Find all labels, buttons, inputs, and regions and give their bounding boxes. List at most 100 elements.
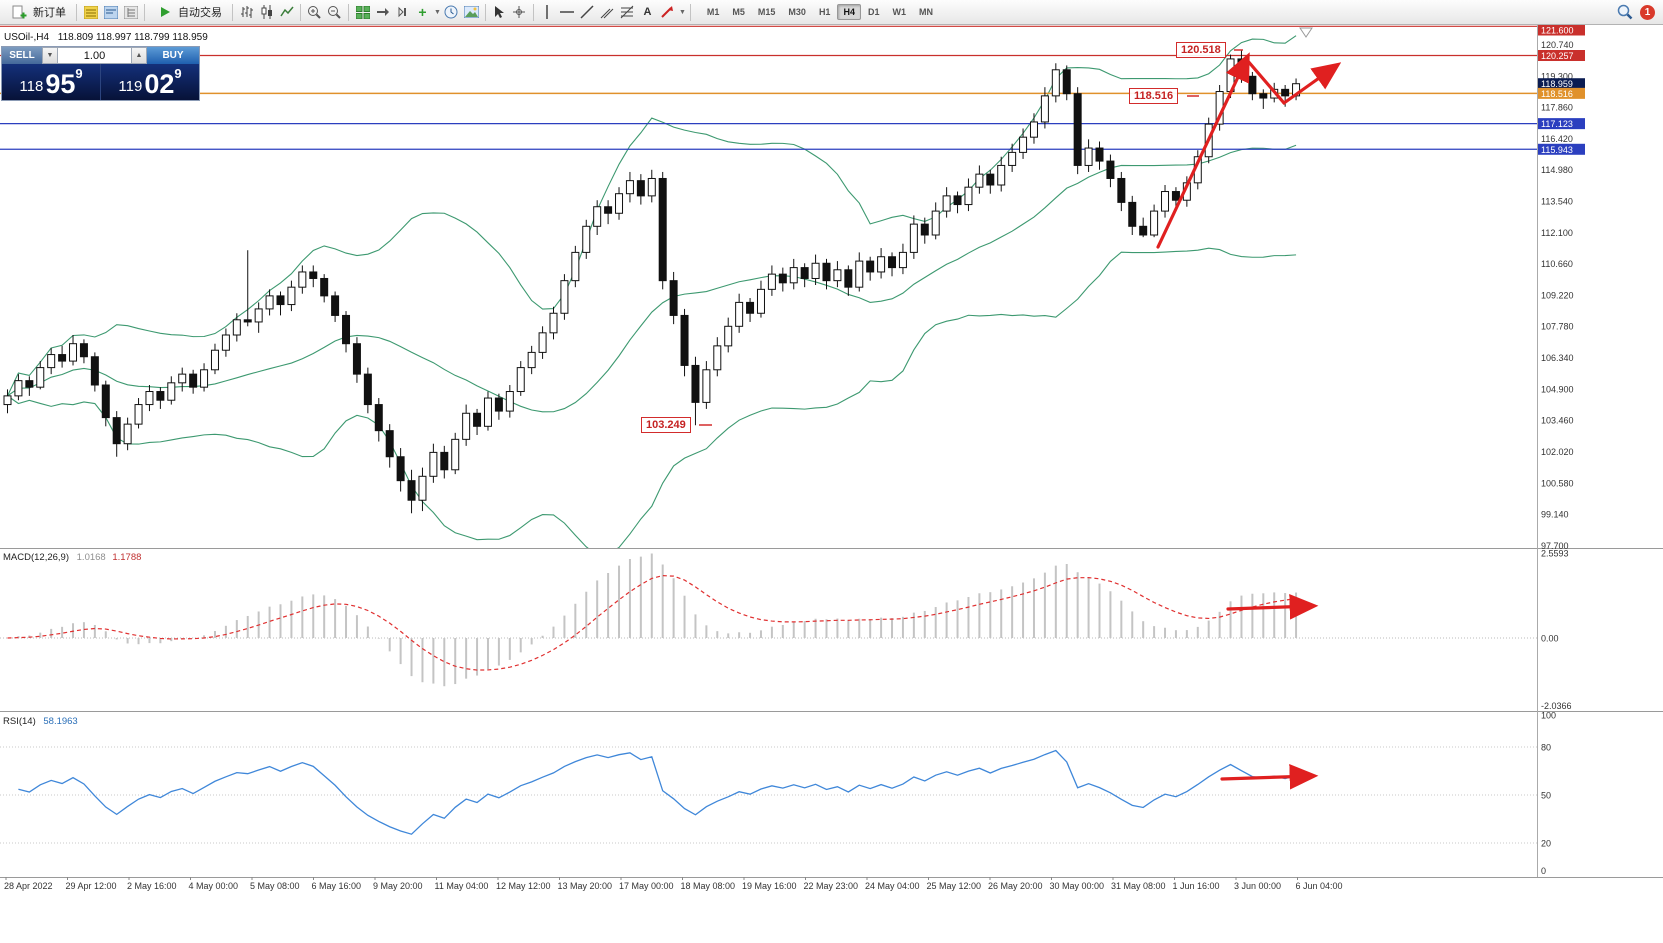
candle xyxy=(625,171,634,203)
candle xyxy=(746,298,755,322)
horizontal-line-tool-icon[interactable] xyxy=(558,3,577,21)
trend-arrow[interactable] xyxy=(1220,763,1319,790)
rsi-axis-label: 20 xyxy=(1541,839,1551,849)
candle xyxy=(1259,89,1268,109)
candle xyxy=(538,326,547,359)
indicators-icon[interactable]: + xyxy=(413,3,432,21)
candle xyxy=(3,389,12,414)
price-annotation-box[interactable]: 120.518 xyxy=(1176,42,1226,58)
ask-prefix: 119 xyxy=(118,78,143,95)
price-annotation-box[interactable]: 103.249 xyxy=(641,417,691,433)
candle xyxy=(451,432,460,475)
time-axis[interactable]: 28 Apr 2022 29 Apr 12:00 2 May 16:00 4 May … xyxy=(4,877,1343,891)
candle xyxy=(189,369,198,394)
clock-icon[interactable] xyxy=(442,3,461,21)
candle xyxy=(418,467,427,512)
price-axis-label: 109.220 xyxy=(1541,290,1574,300)
candle xyxy=(1062,65,1071,101)
arrows-tool-caret-icon[interactable]: ▼ xyxy=(678,8,686,16)
candle xyxy=(36,361,45,390)
fibonacci-tool-icon[interactable] xyxy=(618,3,637,21)
autotrading-button[interactable]: 自动交易 xyxy=(149,1,228,23)
auto-scroll-icon[interactable] xyxy=(373,3,392,21)
timeframe-button-MN[interactable]: MN xyxy=(918,7,933,17)
navigator-icon[interactable] xyxy=(121,3,140,21)
timeframe-button-W1[interactable]: W1 xyxy=(892,7,906,17)
timeframe-button-D1[interactable]: D1 xyxy=(867,7,880,17)
price-badge: 117.123 xyxy=(1538,118,1585,130)
timeframe-button-M5[interactable]: M5 xyxy=(732,7,745,17)
toolbar-separator xyxy=(76,3,77,21)
time-axis-label: 2 May 16:00 xyxy=(127,881,177,891)
zoom-out-icon[interactable] xyxy=(325,3,344,21)
vertical-line-tool-icon[interactable] xyxy=(538,3,557,21)
price-axis[interactable]: 120.740 119.300 117.860 116.420 114.980 113.5… xyxy=(1541,40,1574,551)
candle xyxy=(658,171,667,290)
candle xyxy=(505,385,514,418)
timeframe-button-H1[interactable]: H1 xyxy=(818,7,831,17)
timeframe-button-M15[interactable]: M15 xyxy=(757,7,776,17)
trendline-tool-icon[interactable] xyxy=(578,3,597,21)
candle xyxy=(243,250,252,327)
candle xyxy=(320,274,329,303)
ask-sup-digit: 9 xyxy=(174,66,182,81)
crosshair-icon[interactable] xyxy=(510,3,529,21)
notification-badge[interactable]: 1 xyxy=(1640,4,1655,20)
tile-windows-icon[interactable] xyxy=(353,3,372,21)
buy-button[interactable]: BUY xyxy=(147,47,199,64)
data-window-icon[interactable] xyxy=(101,3,120,21)
search-icon[interactable] xyxy=(1615,3,1634,21)
indicators-caret-icon[interactable]: ▼ xyxy=(434,8,441,16)
candle xyxy=(440,445,449,479)
sell-button[interactable]: SELL xyxy=(2,47,42,64)
time-axis-label: 28 Apr 2022 xyxy=(4,881,53,891)
price-axis-label: 97.700 xyxy=(1541,541,1569,551)
bid-price[interactable]: 118 95 9 xyxy=(2,64,100,100)
bar-chart-icon[interactable] xyxy=(237,3,256,21)
zoom-in-icon[interactable] xyxy=(305,3,324,21)
trend-arrow[interactable] xyxy=(1226,594,1319,620)
timeframe-button-M1[interactable]: M1 xyxy=(706,7,720,17)
candle xyxy=(374,398,383,442)
candle xyxy=(1029,113,1038,144)
time-axis-label: 22 May 23:00 xyxy=(804,881,859,891)
candle xyxy=(473,408,482,436)
price-annotation-box[interactable]: 118.516 xyxy=(1129,88,1179,104)
chart-canvas[interactable]: 120.740 119.300 117.860 116.420 114.980 113.5… xyxy=(0,24,1663,943)
arrows-tool-icon[interactable] xyxy=(658,3,677,21)
line-chart-icon[interactable] xyxy=(277,3,296,21)
macd-axis-label: 2.5593 xyxy=(1541,549,1569,559)
candle xyxy=(615,187,624,220)
candle xyxy=(156,387,165,409)
macd-name: MACD(12,26,9) xyxy=(3,552,69,563)
price-badge: 120.257 xyxy=(1538,50,1585,62)
channel-tool-icon[interactable] xyxy=(598,3,617,21)
volume-input[interactable]: 1.00 xyxy=(58,47,131,64)
chart-shift-icon[interactable] xyxy=(393,3,412,21)
candle xyxy=(1008,143,1017,172)
chart-shift-marker[interactable] xyxy=(1299,27,1313,38)
trend-arrow[interactable] xyxy=(1245,58,1286,105)
cursor-icon[interactable] xyxy=(490,3,509,21)
volume-decrease-button[interactable]: ▼ xyxy=(42,47,58,64)
text-tool-icon[interactable]: A xyxy=(638,3,657,21)
candle xyxy=(494,393,503,420)
candle xyxy=(1073,87,1082,175)
screenshot-icon[interactable] xyxy=(462,3,481,21)
volume-increase-button[interactable]: ▲ xyxy=(131,47,147,64)
new-order-button[interactable]: 新订单 xyxy=(4,1,72,23)
candle xyxy=(14,374,23,401)
candle xyxy=(58,345,67,368)
candle xyxy=(1106,154,1115,188)
candle xyxy=(593,200,602,236)
trend-arrow[interactable] xyxy=(1282,62,1342,105)
macd-axis-label: 0.00 xyxy=(1541,634,1559,644)
market-watch-icon[interactable] xyxy=(81,3,100,21)
trend-arrow[interactable] xyxy=(1156,52,1250,249)
candlestick-chart-icon[interactable] xyxy=(257,3,276,21)
timeframe-button-M30[interactable]: M30 xyxy=(788,7,806,17)
bid-sup-digit: 9 xyxy=(75,66,83,81)
candle xyxy=(986,169,995,194)
timeframe-button-H4[interactable]: H4 xyxy=(837,4,861,20)
ask-price[interactable]: 119 02 9 xyxy=(100,64,199,100)
